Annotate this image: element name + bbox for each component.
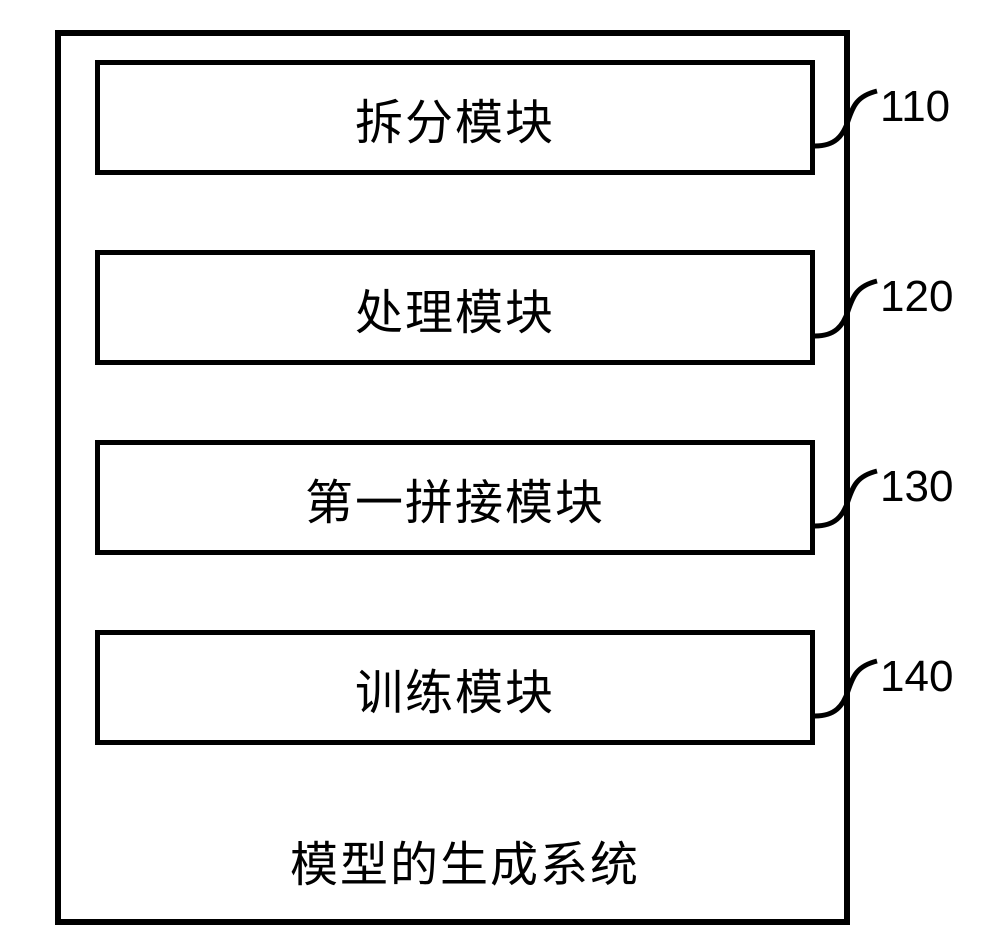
module-label: 第一拼接模块 bbox=[305, 463, 605, 533]
module-split: 拆分模块 bbox=[95, 60, 815, 175]
module-process: 处理模块 bbox=[95, 250, 815, 365]
module-label: 处理模块 bbox=[355, 273, 555, 343]
system-title: 模型的生成系统 bbox=[290, 825, 640, 895]
callout-label: 140 bbox=[880, 652, 953, 702]
callout-label: 110 bbox=[880, 82, 950, 132]
callout-label: 130 bbox=[880, 462, 953, 512]
module-train: 训练模块 bbox=[95, 630, 815, 745]
module-label: 训练模块 bbox=[355, 653, 555, 723]
callout-label: 120 bbox=[880, 272, 953, 322]
module-concat: 第一拼接模块 bbox=[95, 440, 815, 555]
module-label: 拆分模块 bbox=[355, 83, 555, 153]
